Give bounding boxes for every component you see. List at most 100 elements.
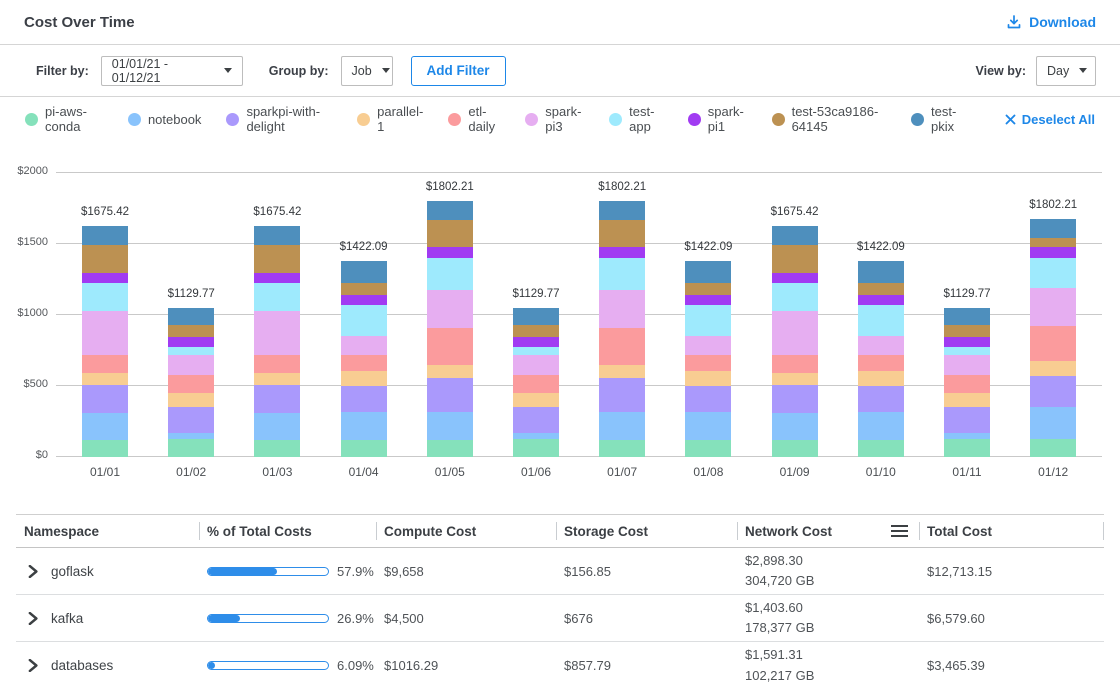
legend-item-pi-aws-conda[interactable]: pi-aws-conda bbox=[25, 104, 103, 134]
bar-segment-pi-aws-conda[interactable] bbox=[340, 439, 387, 457]
bar-segment-spark-pi3[interactable] bbox=[599, 289, 646, 329]
bar-segment-test-app[interactable] bbox=[254, 281, 301, 311]
bar-segment-parallel-1[interactable] bbox=[254, 371, 301, 385]
bar-segment-pi-aws-conda[interactable] bbox=[685, 439, 732, 457]
bar-segment-test-app[interactable] bbox=[426, 257, 473, 291]
bar-segment-sparkpi-with-delight[interactable] bbox=[857, 384, 904, 413]
bar-segment-pi-aws-conda[interactable] bbox=[857, 439, 904, 457]
bar-segment-sparkpi-with-delight[interactable] bbox=[426, 377, 473, 412]
bar-segment-test-53ca9186-64145[interactable] bbox=[513, 324, 559, 337]
bar-segment-test-pkix[interactable] bbox=[340, 261, 387, 284]
bar-segment-sparkpi-with-delight[interactable] bbox=[771, 384, 818, 413]
bar-segment-etl-daily[interactable] bbox=[254, 353, 301, 373]
bar-segment-parallel-1[interactable] bbox=[944, 392, 990, 407]
bar-segment-parallel-1[interactable] bbox=[771, 371, 818, 385]
bar-segment-sparkpi-with-delight[interactable] bbox=[168, 406, 215, 434]
bar-segment-etl-daily[interactable] bbox=[513, 374, 559, 394]
bar-segment-spark-pi3[interactable] bbox=[82, 309, 128, 355]
bar-segment-parallel-1[interactable] bbox=[168, 392, 215, 407]
bar-segment-spark-pi3[interactable] bbox=[513, 354, 559, 376]
bar-segment-etl-daily[interactable] bbox=[340, 354, 387, 372]
bar-segment-notebook[interactable] bbox=[513, 432, 559, 440]
col-header-pct-total-costs[interactable]: % of Total Costs bbox=[199, 515, 376, 547]
bar-segment-etl-daily[interactable] bbox=[771, 353, 818, 373]
namespace-cell[interactable]: kafka bbox=[16, 611, 199, 626]
legend-item-sparkpi-with-delight[interactable]: sparkpi-with-delight bbox=[226, 104, 332, 134]
legend-item-test-pkix[interactable]: test-pkix bbox=[910, 104, 966, 134]
download-button[interactable]: Download bbox=[1006, 14, 1096, 30]
bar-segment-pi-aws-conda[interactable] bbox=[771, 438, 818, 457]
chevron-right-icon[interactable] bbox=[28, 611, 39, 625]
bar-segment-test-53ca9186-64145[interactable] bbox=[1030, 237, 1077, 247]
bar-segment-test-app[interactable] bbox=[857, 304, 904, 337]
bar-segment-notebook[interactable] bbox=[254, 411, 301, 440]
bar-segment-test-53ca9186-64145[interactable] bbox=[340, 282, 387, 296]
bar-segment-spark-pi1[interactable] bbox=[168, 336, 215, 347]
bar-segment-etl-daily[interactable] bbox=[685, 354, 732, 372]
bar-segment-spark-pi1[interactable] bbox=[944, 336, 990, 347]
chevron-right-icon[interactable] bbox=[28, 564, 39, 578]
bar-segment-spark-pi3[interactable] bbox=[426, 289, 473, 329]
bar-segment-test-pkix[interactable] bbox=[426, 200, 473, 221]
bar-segment-pi-aws-conda[interactable] bbox=[944, 438, 990, 457]
bar-segment-notebook[interactable] bbox=[340, 411, 387, 440]
bar-segment-notebook[interactable] bbox=[426, 410, 473, 440]
bar-segment-spark-pi1[interactable] bbox=[426, 246, 473, 259]
bar-segment-notebook[interactable] bbox=[599, 410, 646, 440]
add-filter-button[interactable]: Add Filter bbox=[410, 55, 506, 86]
chevron-right-icon[interactable] bbox=[28, 659, 39, 672]
namespace-cell[interactable]: databases bbox=[16, 658, 199, 673]
bar-segment-spark-pi3[interactable] bbox=[857, 335, 904, 356]
bar-segment-test-53ca9186-64145[interactable] bbox=[685, 282, 732, 296]
bar-segment-spark-pi1[interactable] bbox=[771, 271, 818, 283]
bar-segment-notebook[interactable] bbox=[1030, 406, 1077, 440]
bar-segment-spark-pi3[interactable] bbox=[685, 335, 732, 356]
bar-segment-test-pkix[interactable] bbox=[771, 225, 818, 245]
bar-segment-parallel-1[interactable] bbox=[426, 364, 473, 379]
legend-item-spark-pi3[interactable]: spark-pi3 bbox=[525, 104, 584, 134]
bar-segment-test-pkix[interactable] bbox=[513, 308, 559, 326]
bar-segment-test-pkix[interactable] bbox=[1030, 219, 1077, 238]
bar-segment-test-53ca9186-64145[interactable] bbox=[168, 324, 215, 337]
bar-segment-notebook[interactable] bbox=[771, 411, 818, 440]
bar-segment-notebook[interactable] bbox=[168, 432, 215, 440]
bar-segment-parallel-1[interactable] bbox=[599, 364, 646, 379]
bar-segment-test-app[interactable] bbox=[685, 304, 732, 337]
bar-segment-pi-aws-conda[interactable] bbox=[599, 439, 646, 457]
bar-segment-test-app[interactable] bbox=[82, 281, 128, 311]
bar-segment-sparkpi-with-delight[interactable] bbox=[82, 384, 128, 413]
legend-item-test-53ca9186-64145[interactable]: test-53ca9186-64145 bbox=[771, 104, 886, 134]
bar-segment-notebook[interactable] bbox=[944, 432, 990, 440]
bar-segment-sparkpi-with-delight[interactable] bbox=[599, 377, 646, 412]
view-by-select[interactable]: Day bbox=[1036, 55, 1096, 86]
bar-segment-test-pkix[interactable] bbox=[168, 308, 215, 326]
bar-segment-etl-daily[interactable] bbox=[426, 327, 473, 366]
bar-segment-etl-daily[interactable] bbox=[168, 374, 215, 394]
bar-segment-spark-pi3[interactable] bbox=[254, 309, 301, 355]
col-header-namespace[interactable]: Namespace bbox=[24, 523, 100, 539]
bar-segment-sparkpi-with-delight[interactable] bbox=[685, 384, 732, 413]
namespace-cell[interactable]: goflask bbox=[16, 564, 199, 579]
bar-segment-spark-pi1[interactable] bbox=[340, 294, 387, 305]
bar-segment-parallel-1[interactable] bbox=[1030, 360, 1077, 377]
bar-segment-notebook[interactable] bbox=[857, 411, 904, 440]
bar-segment-notebook[interactable] bbox=[685, 411, 732, 440]
bar-segment-test-53ca9186-64145[interactable] bbox=[944, 324, 990, 337]
bar-segment-test-pkix[interactable] bbox=[82, 225, 128, 245]
bar-segment-spark-pi1[interactable] bbox=[599, 246, 646, 259]
bar-segment-test-app[interactable] bbox=[944, 345, 990, 355]
col-header-total-cost[interactable]: Total Cost bbox=[919, 515, 1104, 547]
bar-segment-test-53ca9186-64145[interactable] bbox=[426, 219, 473, 247]
bar-segment-test-app[interactable] bbox=[340, 304, 387, 337]
bar-segment-test-53ca9186-64145[interactable] bbox=[857, 282, 904, 296]
bar-segment-pi-aws-conda[interactable] bbox=[1030, 438, 1077, 457]
bar-segment-sparkpi-with-delight[interactable] bbox=[254, 384, 301, 413]
bar-segment-test-pkix[interactable] bbox=[857, 261, 904, 284]
bar-segment-parallel-1[interactable] bbox=[857, 370, 904, 386]
bar-segment-test-app[interactable] bbox=[599, 257, 646, 291]
legend-item-test-app[interactable]: test-app bbox=[609, 104, 663, 134]
bar-segment-etl-daily[interactable] bbox=[944, 374, 990, 394]
bar-segment-spark-pi1[interactable] bbox=[82, 271, 128, 283]
bar-segment-parallel-1[interactable] bbox=[340, 370, 387, 386]
bar-segment-sparkpi-with-delight[interactable] bbox=[513, 406, 559, 434]
